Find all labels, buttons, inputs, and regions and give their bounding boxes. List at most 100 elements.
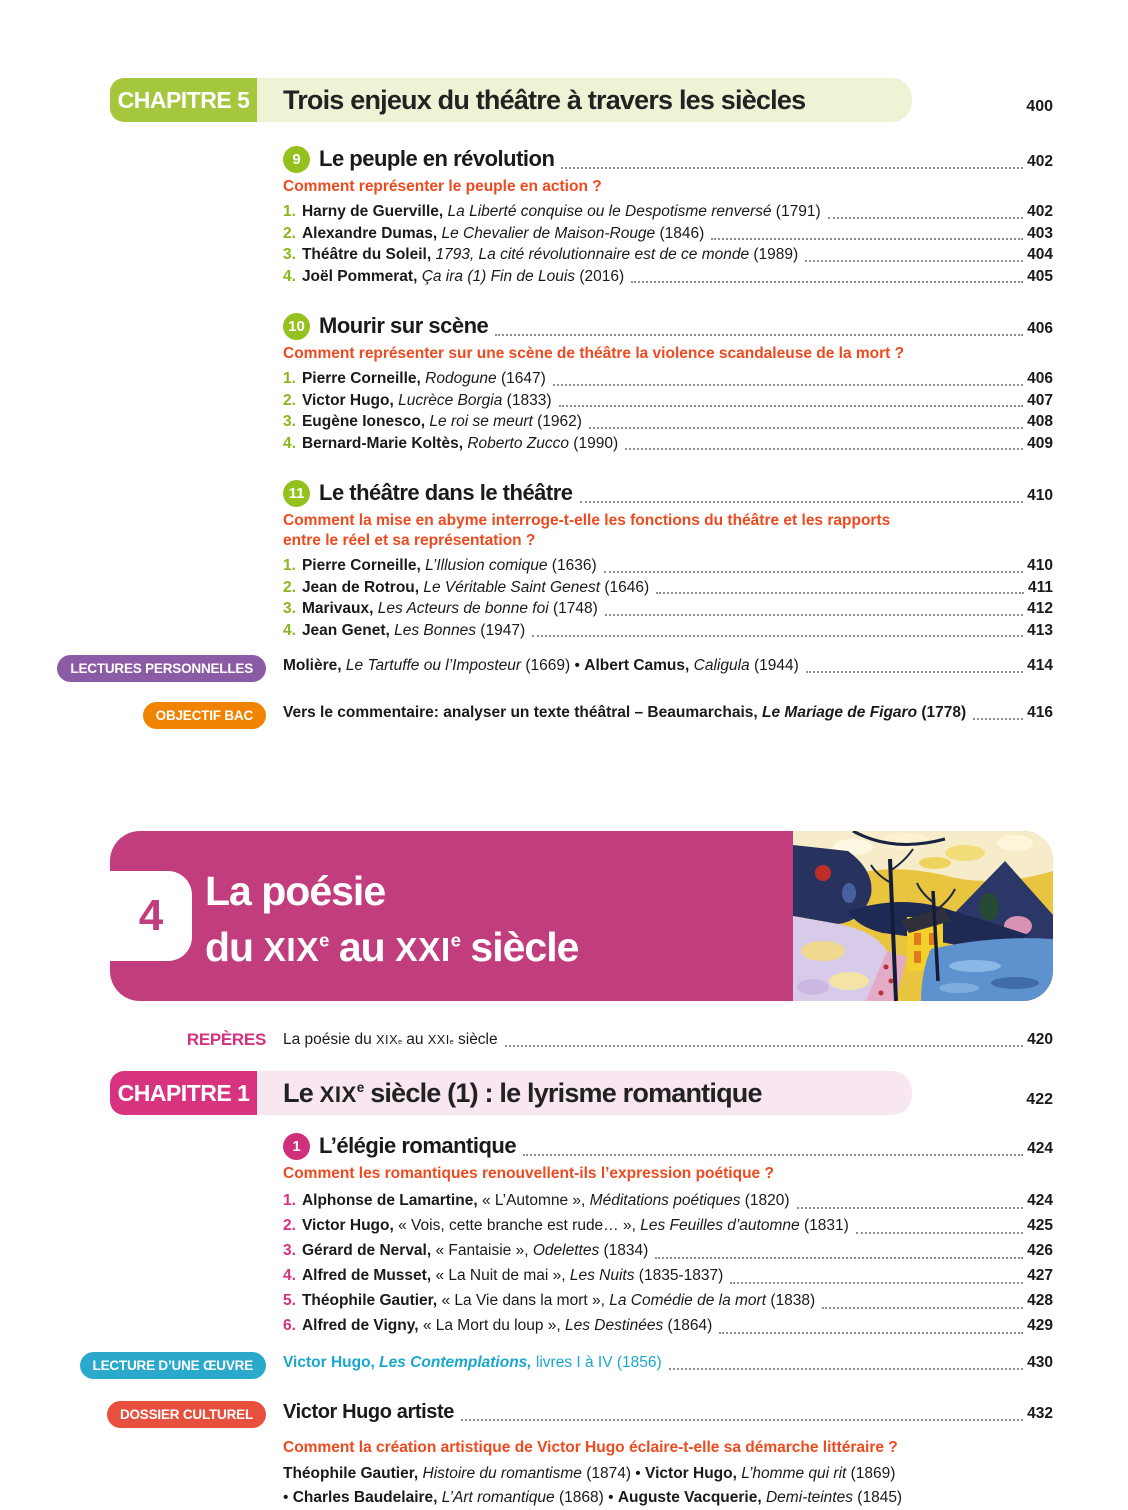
item-author: Victor Hugo,	[301, 1217, 399, 1234]
unit-10: 10 Mourir sur scène 406 Comment représen…	[283, 313, 1053, 454]
author: Victor Hugo,	[645, 1465, 742, 1482]
author: Molière,	[283, 657, 346, 674]
dossier-works-line2: • Charles Baudelaire, L’Art romantique (…	[283, 1489, 903, 1506]
chapter5-title-bar: Trois enjeux du théâtre à travers les si…	[257, 78, 912, 122]
item-page-number: 404	[1027, 246, 1053, 263]
part-number: 4	[138, 891, 164, 940]
item-date: (1748)	[548, 600, 598, 617]
item-author: Gérard de Nerval,	[301, 1242, 436, 1259]
unit-9-number-badge: 9	[283, 146, 310, 173]
dossier-culturel-detail: Comment la création artistique de Victor…	[283, 1438, 1053, 1510]
unit-11-heading: 11 Le théâtre dans le théâtre 410	[283, 480, 1053, 507]
item-page-number: 426	[1027, 1242, 1053, 1259]
item-author: Bernard-Marie Koltès,	[301, 434, 468, 452]
item-number: 5.	[283, 1292, 296, 1309]
dotted-leader	[460, 1419, 1024, 1421]
dotted-leader	[656, 592, 1024, 594]
item-page-number: 405	[1027, 267, 1053, 285]
author: Charles Baudelaire,	[292, 1489, 442, 1506]
work-title: L’homme qui rit	[741, 1465, 847, 1482]
unit-9-page-number: 402	[1027, 153, 1053, 170]
author: Albert Camus,	[584, 657, 694, 674]
toc-item: 3. Marivaux, Les Acteurs de bonne foi (17…	[283, 598, 1053, 620]
unit-1-page-number: 424	[1027, 1140, 1053, 1157]
item-date: (1864)	[663, 1317, 713, 1334]
item-page-number: 427	[1027, 1267, 1053, 1284]
toc-item: 1. Harny de Guerville, La Liberté conquis…	[283, 201, 1053, 223]
dotted-leader	[805, 259, 1024, 262]
toc-item: 4. Jean Genet, Les Bonnes (1947) 413	[283, 620, 1053, 642]
item-work-title: Méditations poétiques	[589, 1192, 741, 1209]
dossier-question: Comment la création artistique de Victor…	[283, 1439, 898, 1456]
item-number: 2.	[283, 224, 296, 242]
item-page-number: 408	[1027, 413, 1053, 430]
item-author: Alfred de Musset,	[301, 1267, 436, 1284]
lecture-oeuvre-badge: LECTURE D’UNE ŒUVRE	[79, 1352, 266, 1379]
dotted-leader	[973, 718, 1024, 720]
work-title: Le Tartuffe ou l’Imposteur	[345, 657, 522, 674]
item-date: (1647)	[496, 370, 546, 387]
chapter5-header: CHAPITRE 5 Trois enjeux du théâtre à tra…	[110, 78, 1053, 122]
dotted-leader	[822, 1307, 1024, 1309]
chapter5-label: CHAPITRE 5	[110, 78, 257, 122]
item-date: (1834)	[599, 1242, 649, 1259]
item-work-title: Lucrèce Borgia	[398, 391, 503, 409]
item-work-title: Odelettes	[532, 1242, 600, 1259]
work-title: L’Art romantique	[441, 1489, 555, 1506]
objectif-bac-row: OBJECTIF BAC Vers le commentaire: analys…	[110, 702, 1053, 729]
item-date: (1846)	[655, 224, 705, 242]
item-poem: « La Vie dans la mort »,	[441, 1292, 610, 1309]
item-number: 4.	[283, 434, 296, 452]
toc-item: 1. Alphonse de Lamartine, « L’Automne », …	[283, 1188, 1053, 1213]
dotted-leader	[796, 1207, 1024, 1209]
item-work-title: Ça ira (1) Fin de Louis	[421, 267, 576, 285]
page-number: 432	[1027, 1405, 1053, 1422]
winter-landscape-painting	[793, 831, 1053, 1001]
item-date: (2016)	[575, 267, 625, 285]
dotted-leader	[579, 501, 1024, 503]
item-poem: « La Nuit de mai »,	[435, 1267, 570, 1284]
item-number: 1.	[283, 1192, 296, 1209]
item-work-title: La Comédie de la mort	[609, 1292, 767, 1309]
author: Auguste Vacquerie,	[617, 1489, 766, 1506]
part-title: La poésie du XIXe au XXIe siècle	[205, 868, 579, 970]
item-date: (1636)	[547, 557, 597, 574]
work-title: Les Contemplations,	[379, 1354, 532, 1371]
item-page-number: 403	[1027, 224, 1053, 242]
toc-item: 2. Jean de Rotrou, Le Véritable Saint Gen…	[283, 577, 1053, 599]
dotted-leader	[495, 334, 1024, 336]
toc-item: 4. Bernard-Marie Koltès, Roberto Zucco (1…	[283, 433, 1053, 455]
dotted-leader	[504, 1045, 1024, 1047]
dotted-leader	[588, 426, 1024, 429]
item-number: 4.	[283, 267, 296, 285]
item-number: 3.	[283, 1242, 296, 1259]
item-author: Eugène Ionesco,	[301, 413, 430, 430]
page-number: 430	[1027, 1354, 1053, 1371]
dotted-leader	[552, 383, 1024, 386]
item-number: 1.	[283, 203, 296, 220]
toc-item: 4. Alfred de Musset, « La Nuit de mai », …	[283, 1263, 1053, 1288]
item-page-number: 425	[1027, 1217, 1053, 1234]
item-date: (1835-1837)	[634, 1267, 724, 1284]
item-number: 1.	[283, 557, 296, 574]
item-author: Marivaux,	[301, 600, 378, 617]
item-number: 2.	[283, 578, 296, 596]
item-work-title: Les Bonnes	[394, 621, 476, 639]
item-number: 2.	[283, 1217, 296, 1234]
item-author: Jean Genet,	[301, 621, 395, 639]
item-number: 4.	[283, 1267, 296, 1284]
part-number-tab: 4	[110, 871, 192, 961]
work-title: Caligula	[693, 657, 750, 674]
dotted-leader	[668, 1368, 1024, 1370]
dotted-leader	[604, 613, 1024, 616]
item-work-title: Les Nuits	[569, 1267, 635, 1284]
toc-item: 3. Eugène Ionesco, Le roi se meurt (1962)…	[283, 411, 1053, 433]
toc-item: 6. Alfred de Vigny, « La Mort du loup », …	[283, 1313, 1053, 1338]
item-date: (1833)	[502, 391, 552, 409]
item-date: (1791)	[771, 203, 821, 220]
item-page-number: 406	[1027, 370, 1053, 387]
part-4-banner: 4 La poésie du XIXe au XXIe siècle	[110, 831, 1053, 1001]
item-date: (1947)	[476, 621, 526, 639]
item-page-number: 429	[1027, 1317, 1053, 1334]
dotted-leader	[827, 216, 1024, 219]
